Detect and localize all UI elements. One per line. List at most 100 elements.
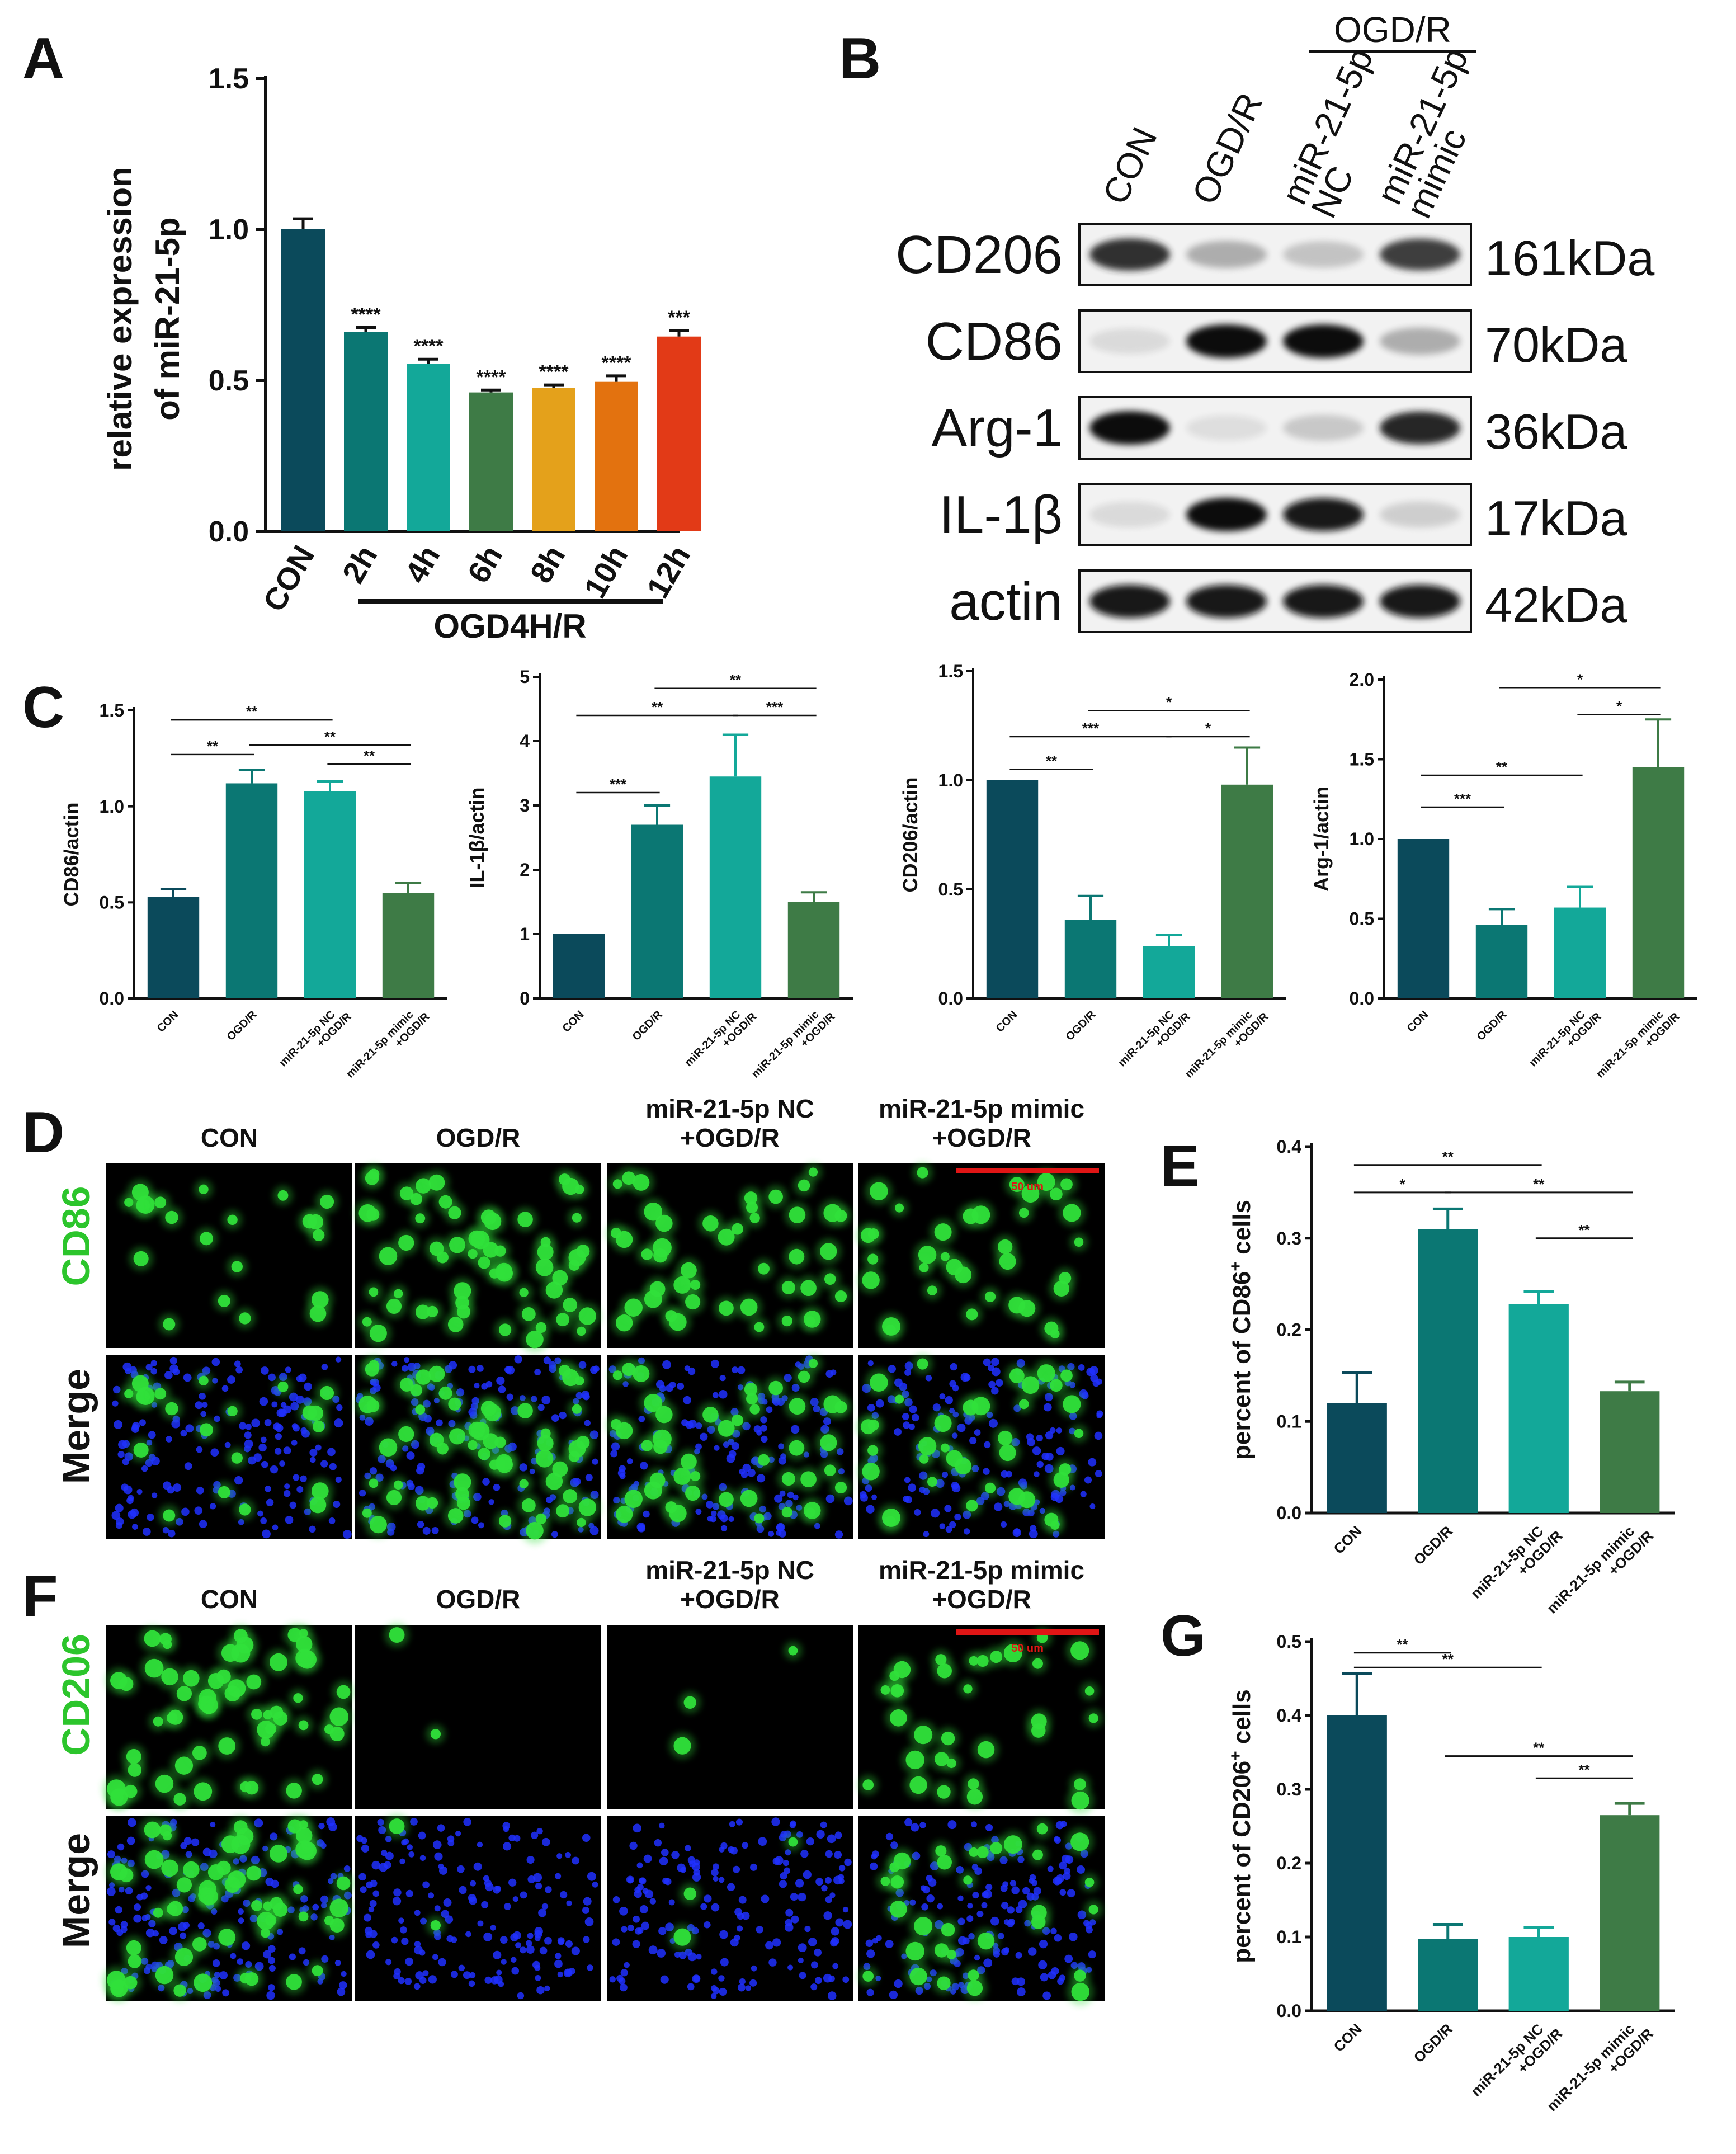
- nucleus-dot: [835, 1918, 844, 1927]
- micrograph-column-header: miR-21-5p mimic: [879, 1556, 1084, 1585]
- nucleus-dot: [1096, 1412, 1102, 1418]
- nucleus-dot: [517, 1992, 525, 2000]
- nucleus-dot: [200, 1411, 207, 1417]
- nucleus-dot: [188, 1895, 195, 1902]
- nucleus-dot: [1039, 1940, 1048, 1949]
- nucleus-dot: [257, 1510, 263, 1517]
- blot-band: [1380, 501, 1460, 528]
- nucleus-dot: [320, 1460, 328, 1468]
- nucleus-dot: [260, 1517, 267, 1524]
- nucleus-dot: [117, 1451, 125, 1458]
- cell-dot: [644, 1481, 662, 1500]
- nucleus-dot: [437, 1824, 445, 1832]
- micrograph-column-header: OGD/R: [436, 1585, 521, 1614]
- nucleus-dot: [719, 1987, 727, 1996]
- nucleus-dot: [419, 1855, 426, 1861]
- nucleus-dot: [761, 1894, 770, 1903]
- nucleus-dot: [1051, 1967, 1059, 1976]
- nucleus-dot: [446, 1935, 454, 1943]
- nucleus-dot: [262, 1529, 271, 1539]
- nucleus-dot: [981, 1902, 988, 1908]
- nucleus-dot: [241, 1941, 251, 1950]
- nucleus-dot: [616, 1974, 624, 1982]
- nucleus-dot: [655, 1380, 664, 1389]
- nucleus-dot: [991, 1387, 999, 1395]
- nucleus-dot: [432, 1954, 438, 1960]
- fluorescence-image: [354, 1163, 601, 1353]
- nucleus-dot: [842, 1976, 850, 1983]
- blot-protein-label: CD86: [926, 312, 1063, 371]
- nucleus-dot: [191, 1838, 200, 1846]
- nucleus-dot: [1062, 1854, 1070, 1864]
- nucleus-dot: [785, 1908, 794, 1917]
- nucleus-dot: [405, 1889, 413, 1897]
- cell-dot: [270, 1653, 287, 1671]
- nucleus-dot: [141, 1870, 149, 1878]
- nucleus-dot: [536, 1828, 543, 1835]
- blot-protein-label: CD206: [895, 225, 1063, 285]
- significance-label: **: [246, 703, 258, 720]
- cell-dot: [144, 1821, 161, 1839]
- nucleus-dot: [477, 1920, 484, 1927]
- cell-dot: [369, 1325, 387, 1342]
- cell-dot: [914, 1917, 933, 1936]
- nucleus-dot: [477, 1841, 483, 1848]
- cell-dot: [824, 1464, 836, 1477]
- nucleus-dot: [303, 1959, 310, 1966]
- nucleus-dot: [734, 1935, 740, 1941]
- nucleus-dot: [829, 1892, 836, 1898]
- significance-label: **: [1496, 758, 1508, 775]
- blot-lane-label: CON: [1095, 121, 1164, 210]
- bar: [1221, 784, 1273, 998]
- cell-dot: [1063, 1395, 1081, 1413]
- cell-dot: [494, 1436, 506, 1448]
- nucleus-dot: [474, 1383, 480, 1389]
- nucleus-dot: [949, 1408, 955, 1414]
- significance-label: **: [1533, 1740, 1545, 1756]
- panel-d-row-label-cd86: CD86: [54, 1186, 98, 1286]
- category-label: OGD/R: [1410, 1523, 1456, 1568]
- cell-dot: [295, 1827, 313, 1844]
- category-label: miR-21-5p mimic+OGD/R: [1544, 1515, 1657, 1628]
- nucleus-dot: [714, 1445, 720, 1451]
- nucleus-dot: [926, 1894, 935, 1903]
- nucleus-dot: [685, 1421, 694, 1429]
- nucleus-dot: [264, 1419, 272, 1426]
- cell-dot: [963, 1399, 979, 1416]
- nucleus-dot: [400, 1926, 407, 1934]
- nucleus-dot: [866, 1988, 874, 1996]
- nucleus-dot: [962, 1937, 970, 1945]
- nucleus-dot: [745, 1985, 752, 1991]
- nucleus-dot: [925, 1374, 932, 1382]
- nucleus-dot: [639, 1877, 647, 1884]
- nucleus-dot: [407, 1363, 416, 1371]
- cell-dot: [426, 1497, 438, 1509]
- nucleus-dot: [214, 1415, 220, 1422]
- cell-dot: [173, 1793, 186, 1806]
- nucleus-dot: [1056, 1446, 1065, 1455]
- nucleus-dot: [798, 1892, 806, 1902]
- nucleus-dot: [903, 1421, 911, 1429]
- cell-dot: [535, 1259, 554, 1276]
- nucleus-dot: [541, 1396, 551, 1404]
- category-label: OGD/R: [1064, 1008, 1098, 1043]
- cell-dot: [173, 1984, 186, 1997]
- fluorescence-image: [607, 1625, 853, 1809]
- tick-label: 0.5: [1277, 1632, 1301, 1652]
- category-label: CON: [1330, 2020, 1365, 2055]
- image-background: [355, 1625, 601, 1809]
- cell-dot: [336, 1876, 351, 1891]
- bar: [1600, 1815, 1660, 2011]
- nucleus-dot: [654, 1839, 662, 1847]
- nucleus-dot: [470, 1880, 477, 1887]
- cell-dot: [572, 1213, 582, 1223]
- nucleus-dot: [945, 1396, 953, 1404]
- cell-dot: [909, 1776, 927, 1794]
- nucleus-dot: [298, 1373, 307, 1382]
- nucleus-dot: [267, 1957, 276, 1964]
- nucleus-dot: [504, 1366, 512, 1374]
- nucleus-dot: [122, 1362, 132, 1371]
- a-significance: ****: [414, 336, 444, 357]
- cell-dot: [935, 1845, 947, 1857]
- tick-label: 0.3: [1277, 1228, 1301, 1248]
